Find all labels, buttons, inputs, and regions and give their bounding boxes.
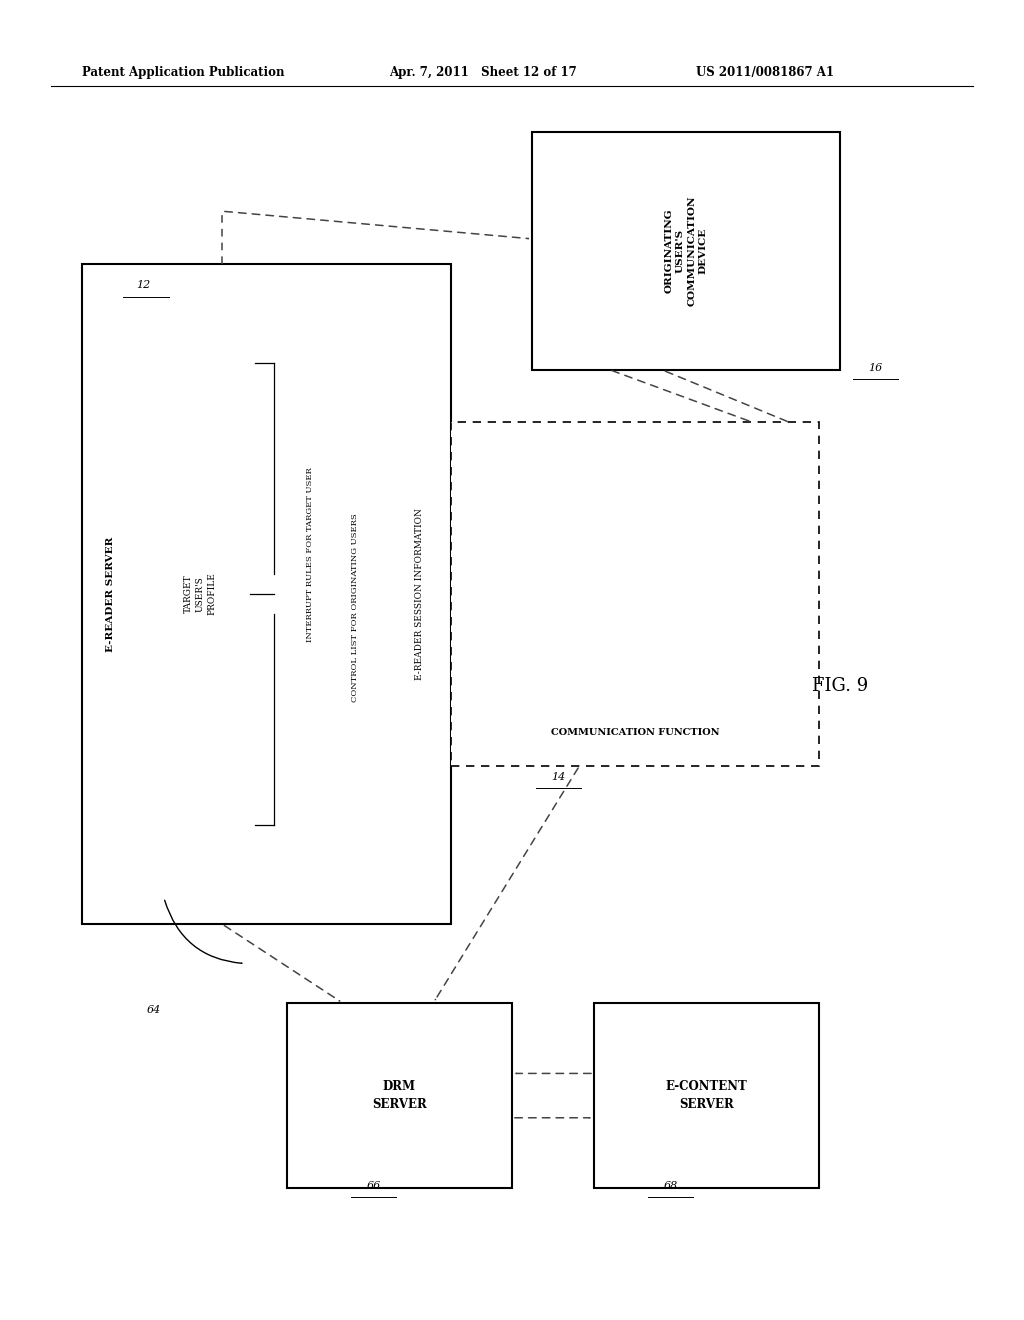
Text: 16: 16 (868, 363, 883, 374)
Bar (451, 422, 819, 766)
Text: 68: 68 (664, 1181, 678, 1192)
Bar (594, 1003, 819, 1188)
Text: CONTROL LIST FOR ORIGINATING USERS: CONTROL LIST FOR ORIGINATING USERS (350, 513, 358, 701)
Text: US 2011/0081867 A1: US 2011/0081867 A1 (696, 66, 835, 79)
Bar (287, 1003, 512, 1188)
Text: ORIGINATING
USER'S
COMMUNICATION
DEVICE: ORIGINATING USER'S COMMUNICATION DEVICE (665, 195, 708, 306)
Text: TARGET
USER'S
PROFILE: TARGET USER'S PROFILE (183, 573, 216, 615)
Text: Apr. 7, 2011   Sheet 12 of 17: Apr. 7, 2011 Sheet 12 of 17 (389, 66, 577, 79)
Text: 66: 66 (367, 1181, 381, 1192)
Text: FIG. 9: FIG. 9 (812, 677, 867, 696)
Text: E-READER SESSION INFORMATION: E-READER SESSION INFORMATION (416, 508, 424, 680)
Bar (82, 264, 451, 924)
Bar (532, 132, 840, 370)
Text: COMMUNICATION FUNCTION: COMMUNICATION FUNCTION (551, 727, 719, 737)
Text: 12: 12 (136, 280, 151, 290)
Text: 14: 14 (551, 772, 565, 783)
Text: DRM
SERVER: DRM SERVER (372, 1080, 427, 1111)
Text: E-READER SERVER: E-READER SERVER (106, 536, 115, 652)
Text: Patent Application Publication: Patent Application Publication (82, 66, 285, 79)
Text: E-CONTENT
SERVER: E-CONTENT SERVER (666, 1080, 748, 1111)
Text: 64: 64 (146, 1005, 161, 1015)
Text: INTERRUPT RULES FOR TARGET USER: INTERRUPT RULES FOR TARGET USER (306, 467, 314, 642)
